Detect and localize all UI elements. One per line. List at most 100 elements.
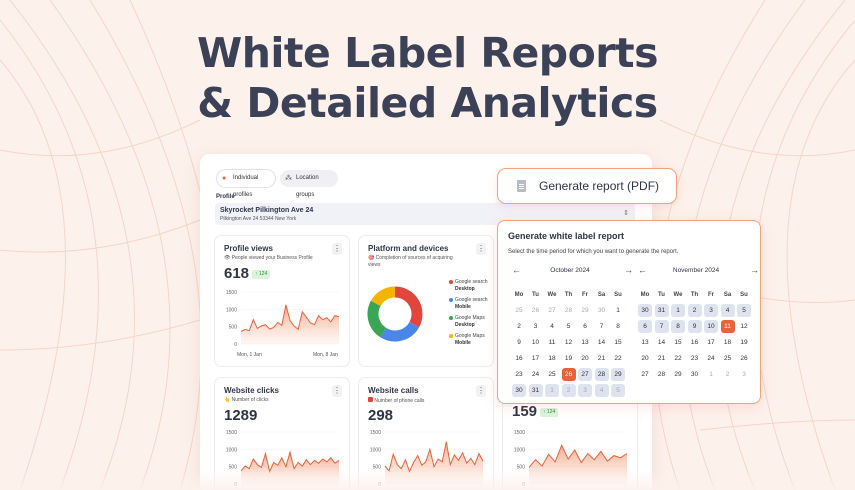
calendar-day[interactable]: 27 — [578, 368, 592, 381]
calendar-day[interactable]: 24 — [531, 371, 540, 378]
calendar-day[interactable]: 14 — [597, 339, 606, 346]
calendar-day[interactable]: 18 — [548, 355, 556, 362]
arrow-left-icon[interactable]: ← — [512, 265, 521, 275]
y-tick-label: 0 — [234, 342, 237, 348]
calendar-day[interactable]: 6 — [583, 323, 587, 330]
calendar-day[interactable]: 3 — [578, 384, 592, 397]
calendar-day[interactable]: 29 — [581, 307, 589, 314]
calendar-day[interactable]: 3 — [704, 304, 718, 317]
calendar-day[interactable]: 26 — [561, 368, 576, 381]
calendar-day[interactable]: 26 — [531, 307, 540, 314]
calendar-day[interactable]: 27 — [641, 371, 649, 378]
calendar-day[interactable]: 4 — [550, 323, 554, 330]
calendar-day[interactable]: 15 — [674, 339, 682, 346]
calendar-day[interactable]: 2 — [561, 384, 576, 397]
calendar-day[interactable]: 20 — [581, 355, 589, 362]
calendar-day[interactable]: 30 — [690, 371, 699, 378]
calendar-day[interactable]: 8 — [616, 323, 620, 330]
calendar-day[interactable]: 6 — [638, 320, 652, 333]
calendar-day[interactable]: 2 — [725, 371, 730, 378]
arrow-right-icon[interactable]: → — [624, 265, 633, 275]
calendar-day[interactable]: 9 — [687, 320, 702, 333]
calendar-day[interactable]: 11 — [720, 320, 735, 333]
calendar-day[interactable]: 1 — [616, 307, 620, 314]
calendar-day[interactable]: 23 — [515, 371, 523, 378]
calendar-day[interactable]: 1 — [709, 371, 713, 378]
calendar-day[interactable]: 2 — [687, 304, 702, 317]
calendar-day[interactable]: 16 — [690, 339, 699, 346]
calendar-day[interactable]: 5 — [611, 384, 625, 397]
calendar-month: October 2024 — [550, 267, 590, 274]
calendar-day[interactable]: 2 — [517, 323, 521, 330]
calendar-day[interactable]: 10 — [531, 339, 540, 346]
calendar-day[interactable]: 29 — [674, 371, 682, 378]
calendar-day[interactable]: 11 — [548, 339, 556, 346]
calendar-day[interactable]: 18 — [723, 339, 732, 346]
arrow-right-icon[interactable]: → — [750, 265, 759, 275]
calendar-day[interactable]: 9 — [517, 339, 521, 346]
calendar-day[interactable]: 8 — [671, 320, 685, 333]
tab-individual-profiles[interactable]: ● Individual profiles — [217, 170, 275, 198]
calendar-day[interactable]: 31 — [528, 384, 543, 397]
calendar-day[interactable]: 12 — [564, 339, 573, 346]
calendar-day[interactable]: 15 — [614, 339, 622, 346]
arrow-left-icon[interactable]: ← — [638, 265, 647, 275]
calendar-day[interactable]: 29 — [611, 368, 625, 381]
calendar-day[interactable]: 16 — [515, 355, 523, 362]
card-profile-views: Profile views 👁 People viewed your Busin… — [215, 236, 349, 366]
calendar-day[interactable]: 19 — [564, 355, 573, 362]
weekday-label: Fr — [708, 292, 714, 298]
more-menu-icon[interactable]: ⋮ — [476, 243, 486, 255]
calendar-day[interactable]: 25 — [515, 307, 523, 314]
calendar-day[interactable]: 23 — [690, 355, 699, 362]
calendar-day[interactable]: 4 — [720, 304, 735, 317]
tab-label: Location groups — [296, 175, 319, 198]
calendar-day[interactable]: 20 — [641, 355, 649, 362]
calendar-day[interactable]: 28 — [594, 368, 609, 381]
more-menu-icon[interactable]: ⋮ — [332, 385, 342, 397]
calendar-day[interactable]: 31 — [654, 304, 669, 317]
calendar-day[interactable]: 28 — [564, 307, 573, 314]
card-title: Platform and devices — [368, 244, 449, 253]
calendar-day[interactable]: 12 — [740, 323, 748, 330]
calendar-day[interactable]: 7 — [654, 320, 669, 333]
generate-report-button[interactable]: Generate report (PDF) — [497, 168, 677, 204]
calendar-day[interactable]: 26 — [740, 355, 748, 362]
calendar-day[interactable]: 7 — [599, 323, 604, 330]
calendar-day[interactable]: 4 — [594, 384, 609, 397]
calendar-day[interactable]: 30 — [638, 304, 652, 317]
calendar-day[interactable]: 14 — [657, 339, 666, 346]
calendar-day[interactable]: 17 — [531, 355, 540, 362]
profile-select[interactable]: Skyrocket Pilkington Ave 24 Pilkington A… — [215, 203, 635, 225]
y-tick-label: 500 — [517, 465, 526, 471]
weekday-label: Mo — [640, 292, 650, 298]
calendar-day[interactable]: 22 — [614, 355, 622, 362]
calendar-day[interactable]: 1 — [545, 384, 559, 397]
calendar-day[interactable]: 13 — [581, 339, 589, 346]
calendar-day[interactable]: 25 — [723, 355, 732, 362]
calendar-day[interactable]: 25 — [548, 371, 556, 378]
calendar-day[interactable]: 30 — [512, 384, 526, 397]
calendar-day[interactable]: 10 — [704, 320, 718, 333]
card-value: 298 — [368, 407, 394, 424]
calendar-day[interactable]: 5 — [566, 323, 571, 330]
calendar-day[interactable]: 30 — [597, 307, 606, 314]
tab-location-groups[interactable]: ⁂ Location groups — [280, 170, 338, 198]
calendar-day[interactable]: 24 — [707, 355, 715, 362]
card-subtitle: 👁 People viewed your Business Profile — [224, 255, 313, 261]
more-menu-icon[interactable]: ⋮ — [332, 243, 342, 255]
calendar-day[interactable]: 5 — [737, 304, 751, 317]
more-menu-icon[interactable]: ⋮ — [476, 385, 486, 397]
calendar-day[interactable]: 22 — [674, 355, 682, 362]
calendar-day[interactable]: 3 — [533, 323, 538, 330]
calendar-day[interactable]: 19 — [740, 339, 748, 346]
calendar-day[interactable]: 21 — [597, 355, 606, 362]
calendar-day[interactable]: 17 — [707, 339, 715, 346]
calendar-day[interactable]: 1 — [671, 304, 685, 317]
calendar-day[interactable]: 13 — [641, 339, 649, 346]
calendar-day[interactable]: 21 — [657, 355, 666, 362]
calendar-day[interactable]: 27 — [548, 307, 556, 314]
legend-item: Google Maps Desktop — [449, 315, 485, 329]
calendar-day[interactable]: 28 — [657, 371, 666, 378]
calendar-day[interactable]: 3 — [742, 371, 746, 378]
